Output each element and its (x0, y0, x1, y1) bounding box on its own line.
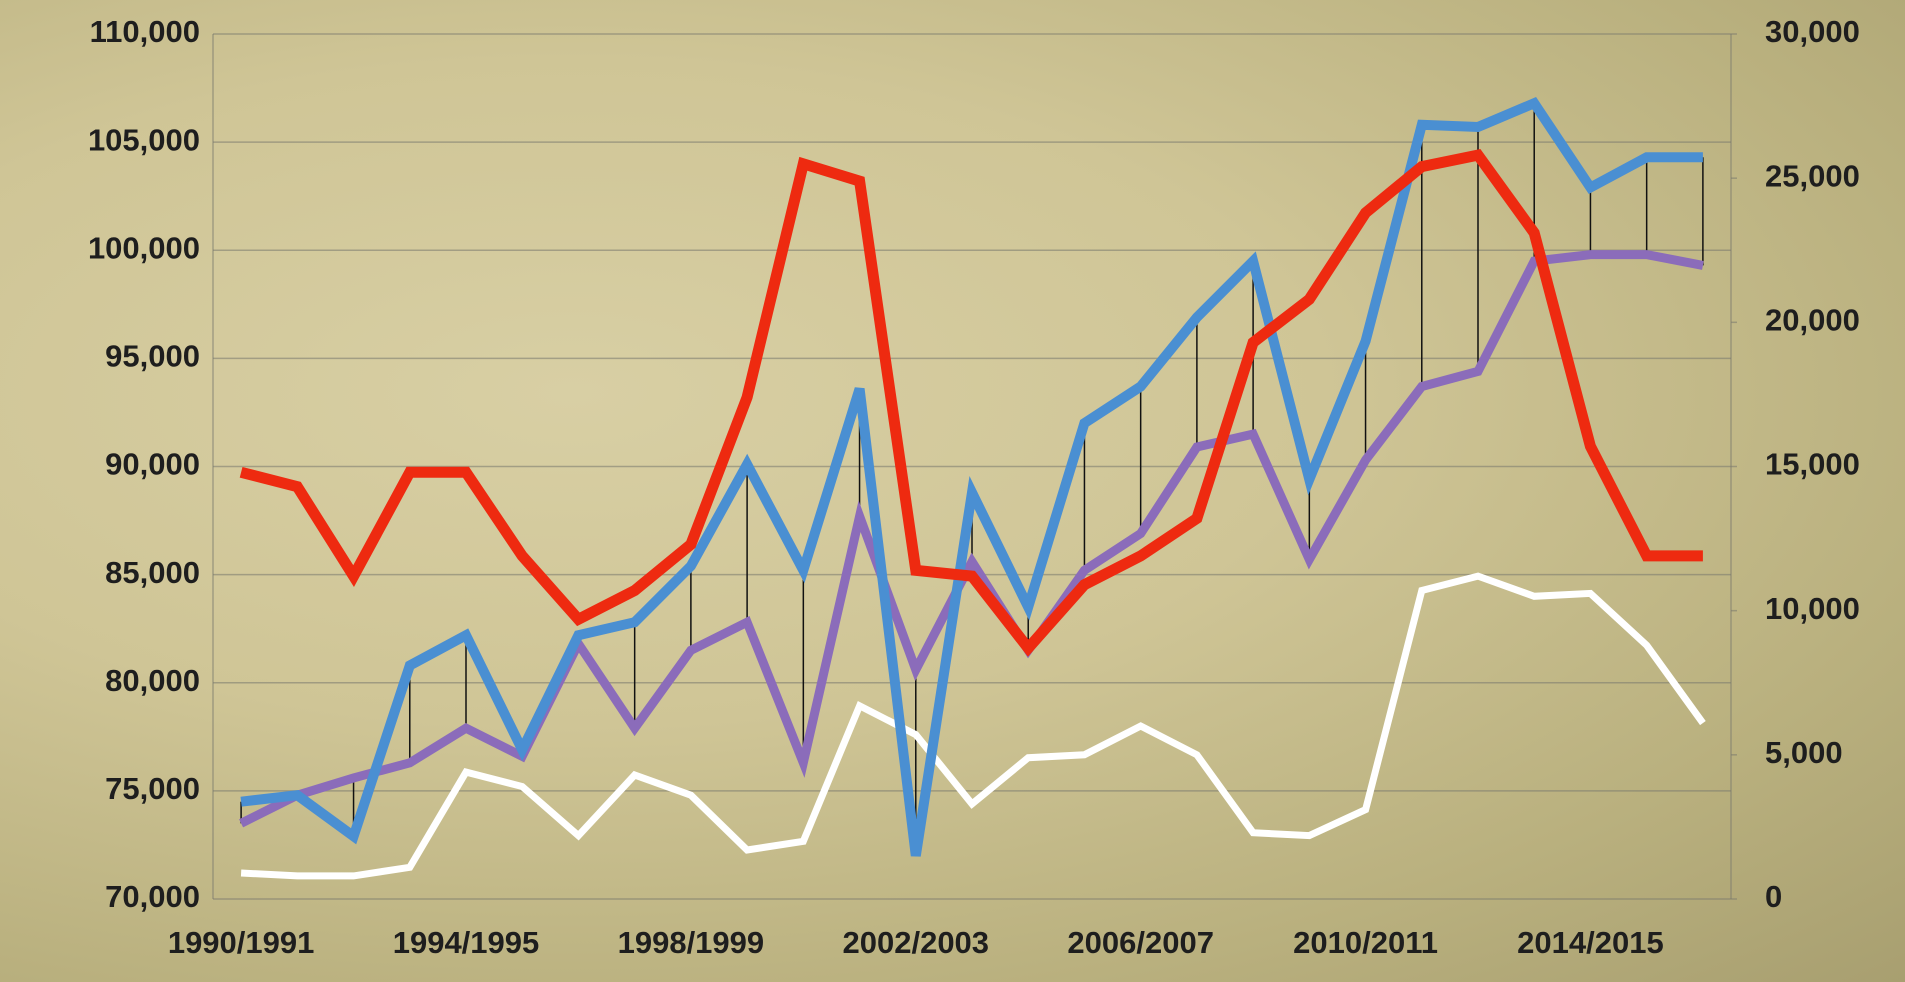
x-tick-label: 2002/2003 (843, 925, 990, 960)
series-line (240, 96, 1703, 857)
y-tick-label: 95,000 (105, 339, 200, 374)
x-tick-label: 1998/1999 (618, 925, 765, 960)
x-tick-label: 1994/1995 (393, 925, 540, 960)
y2-tick-label: 15,000 (1765, 447, 1860, 482)
y-tick-label: 80,000 (105, 663, 200, 698)
y2-tick-label: 0 (1765, 879, 1782, 914)
y-tick-label: 100,000 (88, 230, 200, 265)
y-tick-label: 75,000 (105, 771, 200, 806)
series-line (240, 572, 1706, 880)
series-line (239, 250, 1704, 828)
y-tick-label: 105,000 (88, 122, 200, 157)
y2-tick-label: 25,000 (1765, 158, 1860, 193)
x-tick-label: 2014/2015 (1517, 925, 1664, 960)
y2-tick-label: 10,000 (1765, 591, 1860, 626)
series-line (239, 148, 1703, 657)
y-tick-label: 85,000 (105, 555, 200, 590)
y2-tick-label: 20,000 (1765, 303, 1860, 338)
y2-tick-label: 5,000 (1765, 735, 1843, 770)
x-tick-label: 2010/2011 (1293, 925, 1438, 960)
x-tick-label: 2006/2007 (1067, 925, 1214, 960)
y-tick-label: 70,000 (105, 879, 200, 914)
y2-tick-label: 30,000 (1765, 14, 1860, 49)
x-tick-label: 1990/1991 (168, 925, 315, 960)
y-tick-label: 90,000 (105, 447, 200, 482)
y-tick-label: 110,000 (90, 14, 200, 49)
